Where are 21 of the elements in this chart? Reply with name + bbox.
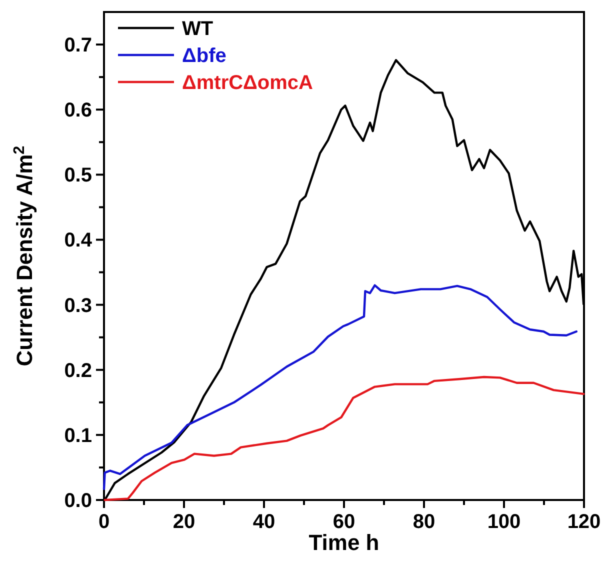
x-tick-label: 0 (98, 511, 110, 533)
legend-label: Δbfe (182, 45, 226, 67)
y-tick-label: 0.0 (64, 490, 92, 512)
y-tick-label: 0.7 (64, 34, 92, 57)
x-tick-label: 80 (412, 511, 436, 533)
y-tick-label: 0.5 (64, 164, 92, 187)
x-tick-label: 60 (332, 511, 356, 533)
y-tick-label: 0.1 (64, 424, 92, 447)
y-tick-label: 0.4 (64, 230, 93, 252)
legend-label: ΔmtrCΔomcA (182, 72, 313, 94)
y-tick-label: 0.6 (64, 100, 92, 122)
line-series (102, 284, 578, 490)
x-tick-label: 20 (172, 511, 196, 533)
line-series (104, 376, 585, 502)
y-tick-label: 0.2 (64, 360, 92, 382)
x-tick-label: 120 (567, 511, 601, 533)
y-tick-label: 0.3 (64, 294, 92, 317)
x-tick-label: 100 (487, 511, 521, 533)
x-axis-title: Time h (308, 530, 380, 555)
legend-label: WT (182, 18, 214, 40)
x-tick-label: 40 (252, 511, 276, 533)
